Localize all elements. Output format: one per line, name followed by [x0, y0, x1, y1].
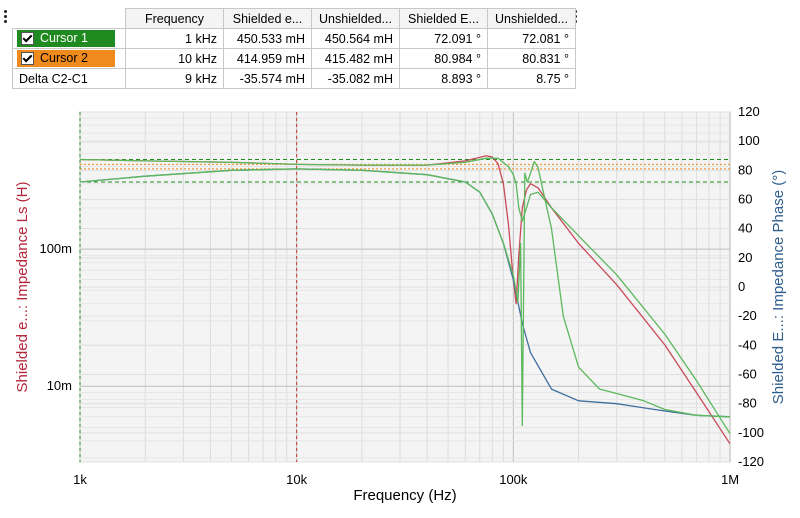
cell: 8.893 ° — [399, 68, 488, 89]
cell: 72.091 ° — [399, 28, 488, 49]
table-row: Cursor 1 1 kHz 450.533 mH 450.564 mH 72.… — [12, 28, 576, 49]
drag-handle-icon[interactable] — [4, 10, 8, 23]
cursor-table: Frequency Shielded e... Unshielded... Sh… — [12, 8, 576, 89]
x-tick-label: 10k — [286, 472, 307, 487]
table-row: Cursor 2 10 kHz 414.959 mH 415.482 mH 80… — [12, 48, 576, 69]
cell: 72.081 ° — [487, 28, 576, 49]
x-axis-title: Frequency (Hz) — [353, 487, 456, 504]
y-right-tick-label: 0 — [738, 279, 745, 294]
y-right-tick-label: 120 — [738, 104, 760, 119]
cursor-2-label: Cursor 2 — [40, 51, 88, 65]
y-left-tick-label: 10m — [47, 378, 72, 393]
y-right-tick-label: 80 — [738, 162, 752, 177]
cursor-1-label: Cursor 1 — [40, 31, 88, 45]
cell: 450.533 mH — [223, 28, 312, 49]
cell: 450.564 mH — [311, 28, 400, 49]
cursor-2-chip[interactable]: Cursor 2 — [17, 49, 115, 67]
cell: -35.082 mH — [311, 68, 400, 89]
y-right-tick-label: -100 — [738, 425, 764, 440]
drag-handle-icon[interactable] — [574, 10, 578, 23]
header-shielded-phase[interactable]: Shielded E... — [399, 8, 488, 29]
series-line[interactable] — [79, 160, 731, 427]
y-right-tick-label: 60 — [738, 192, 752, 207]
y-right-axis-title: Shielded E...: Impedance Phase (°) — [770, 170, 787, 404]
delta-label: Delta C2-C1 — [12, 68, 126, 89]
y-right-tick-label: 40 — [738, 221, 752, 236]
checkbox-icon[interactable] — [21, 31, 34, 45]
y-right-tick-label: -120 — [738, 454, 764, 469]
y-right-tick-label: 100 — [738, 133, 760, 148]
y-right-tick-label: -40 — [738, 337, 757, 352]
header-unshielded-phase[interactable]: Unshielded... — [487, 8, 576, 29]
cursor-1-chip[interactable]: Cursor 1 — [17, 29, 115, 47]
cell: -35.574 mH — [223, 68, 312, 89]
y-left-axis-title: Shielded e...: Impedance Ls (H) — [14, 182, 31, 393]
cell: 80.831 ° — [487, 48, 576, 69]
cursor-2-cell[interactable]: Cursor 2 — [12, 48, 126, 69]
cell: 1 kHz — [125, 28, 224, 49]
cell: 8.75 ° — [487, 68, 576, 89]
y-right-tick-label: 20 — [738, 250, 752, 265]
x-tick-label: 100k — [499, 472, 528, 487]
checkbox-icon[interactable] — [21, 51, 34, 65]
table-row: Delta C2-C1 9 kHz -35.574 mH -35.082 mH … — [12, 68, 576, 89]
y-right-tick-label: -80 — [738, 396, 757, 411]
y-right-tick-label: -60 — [738, 367, 757, 382]
x-tick-label: 1M — [721, 472, 739, 487]
header-frequency[interactable]: Frequency — [125, 8, 224, 29]
x-tick-label: 1k — [73, 472, 87, 487]
table-header-row: Frequency Shielded e... Unshielded... Sh… — [12, 8, 576, 29]
y-right-tick-label: -20 — [738, 308, 757, 323]
cell: 9 kHz — [125, 68, 224, 89]
y-left-tick-label: 100m — [39, 241, 72, 256]
header-shielded-ls[interactable]: Shielded e... — [223, 8, 312, 29]
series-line[interactable] — [79, 157, 731, 435]
